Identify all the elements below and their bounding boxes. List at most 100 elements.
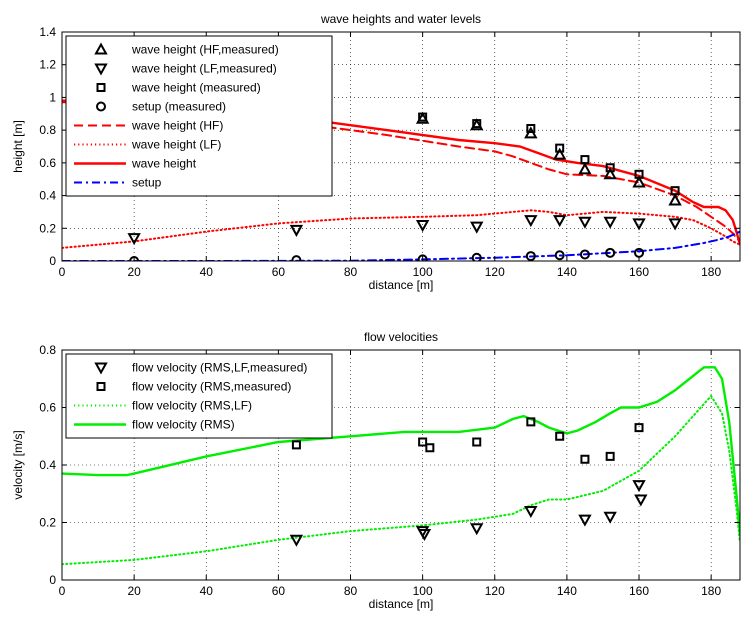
data-point (578, 514, 592, 527)
data-point (578, 162, 592, 175)
data-point (555, 143, 565, 153)
data-point (524, 506, 538, 519)
y-tick-label: 1.2 (39, 58, 56, 72)
x-tick-label: 160 (629, 265, 649, 279)
data-point (605, 163, 615, 173)
series-line (62, 366, 740, 536)
chart-panel-1: 0 20 40 60 80 100 120 140 160 180 0 0.2 0.4 0.6 0.8 1 1.… (11, 12, 741, 292)
data-point (603, 167, 617, 180)
legend-item: setup (measured) (96, 100, 226, 114)
data-point (472, 437, 482, 447)
data-point (291, 255, 302, 261)
data-point (526, 124, 536, 134)
x-tick-label: 140 (557, 584, 577, 598)
legend-box (65, 35, 333, 197)
legend-label: wave height (HF) (131, 119, 223, 133)
data-point (418, 437, 428, 447)
legend: wave height (HF,measured) wave height (LF… (65, 35, 333, 197)
legend-label: wave height (131, 157, 197, 171)
legend-item: flow velocity (RMS,LF,measured) (94, 361, 307, 375)
data-point (470, 221, 484, 234)
legend-label: wave height (LF) (131, 138, 221, 152)
legend-item: wave height (LF,measured) (94, 62, 277, 76)
x-tick-label: 0 (59, 265, 66, 279)
data-point (472, 119, 482, 129)
data-layer (62, 366, 740, 566)
data-point (580, 155, 590, 165)
data-point (554, 250, 565, 261)
series-line (62, 209, 740, 249)
legend-item: wave height (HF,measured) (94, 42, 279, 57)
x-tick-label: 40 (200, 584, 214, 598)
y-tick-label: 0.2 (39, 221, 56, 235)
chart-panel-2: 0 20 40 60 80 100 120 140 160 180 0 0.2 0.4 0.6 0.8 flo… (11, 330, 741, 611)
data-point (632, 218, 646, 231)
data-point (127, 233, 141, 246)
data-point (291, 440, 301, 450)
data-point (603, 511, 617, 524)
data-point (634, 169, 644, 179)
data-point (634, 494, 648, 507)
legend-label: flow velocity (RMS,LF) (132, 399, 252, 413)
x-tick-label: 60 (272, 584, 286, 598)
chart-title: wave heights and water levels (320, 12, 481, 26)
x-tick-label: 100 (413, 265, 433, 279)
data-point (470, 523, 484, 536)
legend-label: flow velocity (RMS,measured) (132, 380, 291, 394)
legend-label: setup (measured) (132, 100, 226, 114)
axes-frame (61, 31, 741, 262)
data-point (418, 112, 428, 122)
y-axis-label: height [m] (11, 120, 25, 173)
x-tick-label: 140 (557, 265, 577, 279)
x-tick-label: 80 (344, 584, 358, 598)
legend-item: flow velocity (RMS) (74, 418, 235, 432)
legend-item: wave height (74, 157, 197, 171)
y-tick-label: 1 (49, 90, 56, 104)
x-tick-label: 20 (127, 265, 141, 279)
data-point (552, 147, 567, 160)
legend-label: wave height (measured) (131, 81, 261, 95)
legend-marker (94, 362, 108, 375)
y-tick-label: 0.4 (39, 189, 56, 203)
data-point (634, 423, 644, 433)
data-point (425, 443, 435, 453)
data-point (526, 417, 536, 427)
data-point (603, 216, 617, 229)
data-point (632, 480, 646, 493)
legend-marker (96, 83, 106, 92)
x-tick-label: 120 (485, 265, 505, 279)
legend-label: wave height (HF,measured) (131, 43, 279, 57)
legend-item: flow velocity (RMS,measured) (96, 380, 291, 394)
data-point (668, 193, 682, 206)
x-tick-label: 0 (59, 584, 66, 598)
data-point (579, 249, 590, 260)
legend-label: flow velocity (RMS,LF,measured) (132, 361, 307, 375)
data-point (289, 534, 304, 547)
data-point (580, 454, 590, 464)
y-tick-label: 0.6 (39, 401, 56, 415)
data-point (415, 220, 430, 233)
data-point (289, 224, 304, 237)
data-point (552, 215, 567, 228)
x-tick-label: 100 (413, 584, 433, 598)
data-point (417, 254, 428, 261)
y-tick-label: 0.2 (39, 516, 56, 530)
data-point (417, 529, 432, 542)
y-tick-label: 0.8 (39, 123, 56, 137)
legend: flow velocity (RMS,LF,measured) flow velo… (65, 353, 333, 439)
legend-marker (96, 382, 106, 391)
legend-item: wave height (HF) (74, 119, 223, 133)
legend-label: wave height (LF,measured) (131, 62, 277, 76)
x-tick-label: 20 (127, 584, 141, 598)
y-tick-label: 0.6 (39, 156, 56, 170)
legend-item: wave height (LF) (74, 138, 221, 152)
legend-label: setup (132, 176, 162, 190)
y-tick-label: 0 (49, 573, 56, 587)
y-axis-label: velocity [m/s] (11, 430, 25, 499)
x-tick-label: 60 (272, 265, 286, 279)
x-tick-label: 120 (485, 584, 505, 598)
x-tick-label: 180 (701, 584, 721, 598)
legend-item: flow velocity (RMS,LF) (74, 399, 252, 413)
legend-marker (96, 101, 106, 112)
